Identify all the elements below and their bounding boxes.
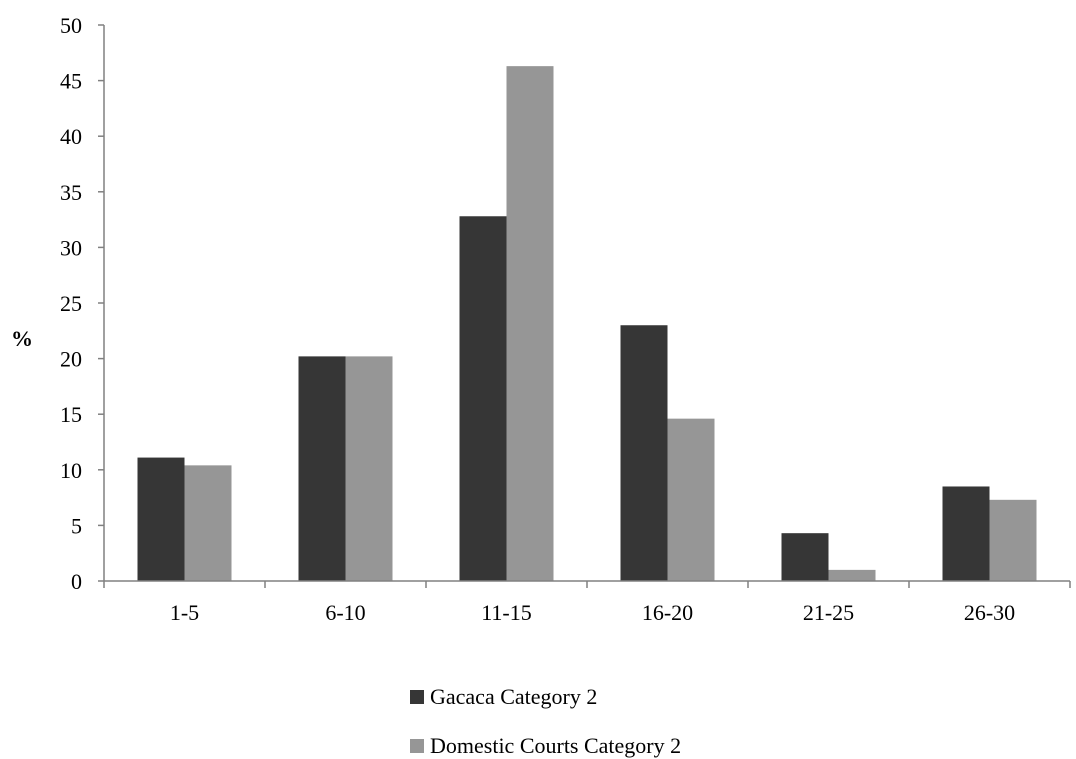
bars — [137, 66, 1037, 582]
bar-gacaca-6-10 — [298, 356, 346, 581]
y-tick-label: 15 — [60, 402, 82, 427]
y-axis: 0 5 10 15 20 25 30 35 40 45 50 — [60, 13, 104, 594]
y-tick-label: 0 — [71, 569, 82, 594]
y-tick-label: 10 — [60, 458, 82, 483]
bar-gacaca-1-5 — [137, 457, 185, 581]
y-tick-label: 50 — [60, 13, 82, 38]
y-tick-label: 25 — [60, 291, 82, 316]
y-tick-label: 40 — [60, 124, 82, 149]
y-axis-label: % — [11, 326, 33, 351]
legend: Gacaca Category 2 Domestic Courts Catego… — [410, 684, 681, 758]
bar-domestic-courts-16-20 — [667, 418, 715, 581]
x-tick-label: 11-15 — [481, 600, 532, 625]
y-tick-label: 30 — [60, 235, 82, 260]
y-tick-label: 45 — [60, 69, 82, 94]
bar-domestic-courts-26-30 — [989, 499, 1037, 581]
bar-domestic-courts-1-5 — [184, 465, 232, 581]
bar-domestic-courts-21-25 — [828, 569, 876, 581]
legend-label-domestic-courts: Domestic Courts Category 2 — [430, 733, 681, 758]
x-tick-label: 6-10 — [325, 600, 365, 625]
bar-gacaca-21-25 — [781, 533, 829, 581]
bar-domestic-courts-6-10 — [345, 356, 393, 581]
bar-gacaca-26-30 — [942, 486, 990, 581]
legend-label-gacaca: Gacaca Category 2 — [430, 684, 597, 709]
bar-gacaca-11-15 — [459, 216, 507, 581]
bar-gacaca-16-20 — [620, 325, 668, 581]
y-tick-label: 5 — [71, 513, 82, 538]
x-tick-label: 1-5 — [170, 600, 199, 625]
x-tick-label: 21-25 — [803, 600, 854, 625]
legend-swatch-gacaca — [410, 690, 424, 704]
x-tick-label: 16-20 — [642, 600, 693, 625]
bar-domestic-courts-11-15 — [506, 66, 554, 582]
x-axis: 1-5 6-10 11-15 16-20 21-25 26-30 — [103, 581, 1071, 625]
y-tick-label: 20 — [60, 347, 82, 372]
y-tick-label: 35 — [60, 180, 82, 205]
x-tick-label: 26-30 — [964, 600, 1015, 625]
legend-swatch-domestic-courts — [410, 739, 424, 753]
